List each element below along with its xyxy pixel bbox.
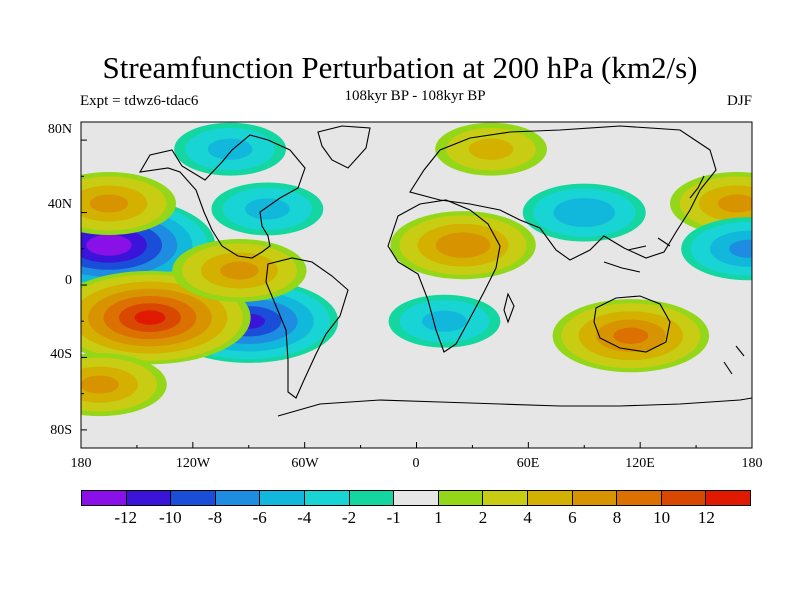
colorbar <box>81 490 751 506</box>
experiment-label: Expt = tdwz6-tdac6 <box>80 93 199 109</box>
colorbar-label: -12 <box>114 508 137 527</box>
lon-label-180w: 180 <box>70 456 92 471</box>
lat-label-80n: 80N <box>47 122 72 137</box>
map-subtitle: 108kyr BP - 108kyr BP <box>344 88 486 104</box>
colorbar-label: -10 <box>158 508 182 527</box>
colorbar-label: 1 <box>434 508 443 527</box>
colorbar-swatch <box>82 491 127 505</box>
coastline-antarctica <box>277 397 752 417</box>
colorbar-swatch <box>260 491 305 505</box>
contour-band <box>468 138 514 160</box>
anomaly-center <box>390 211 536 280</box>
coastline-new-zealand <box>723 345 745 375</box>
colorbar-label: 10 <box>653 508 671 527</box>
colorbar-swatch <box>483 491 528 505</box>
colorbar-label: -6 <box>252 508 267 527</box>
lon-label-120e: 120E <box>625 456 655 471</box>
colorbar-label: 8 <box>612 508 622 527</box>
anomaly-center <box>552 299 710 373</box>
anomaly-center <box>172 238 307 303</box>
coastline-north-america <box>138 134 306 259</box>
contour-band <box>86 234 132 256</box>
colorbar-label: -2 <box>341 508 357 527</box>
contour-band <box>422 310 467 332</box>
colorbar-label: 4 <box>523 508 532 527</box>
season-label: DJF <box>726 93 752 109</box>
lon-label-0: 0 <box>412 456 420 471</box>
anomaly-center <box>174 122 287 176</box>
colorbar-label: 6 <box>568 508 577 527</box>
contour-field <box>81 122 752 417</box>
colorbar-swatch <box>215 491 261 505</box>
coastline-australia <box>593 295 671 353</box>
contour-band <box>134 310 166 325</box>
coastlines <box>138 125 752 417</box>
contour-band <box>245 198 290 220</box>
colorbar-label: -1 <box>386 508 401 527</box>
colorbar-label: 12 <box>697 508 715 527</box>
axis-ticks <box>80 139 753 448</box>
contour-band <box>717 194 752 213</box>
colorbar-swatch <box>349 491 395 505</box>
contour-band <box>553 198 616 228</box>
coastline-south-america <box>265 257 349 399</box>
coastline-madagascar <box>503 292 515 324</box>
colorbar-label: -4 <box>297 508 312 527</box>
colorbar-label: 2 <box>478 508 488 527</box>
contour-band <box>613 327 649 344</box>
coastline-maritime-continent <box>603 237 671 273</box>
contour-band <box>89 194 129 213</box>
contour-band <box>220 261 259 280</box>
lat-label-eq: 0 <box>65 273 72 288</box>
coastline-eurasia <box>409 125 717 261</box>
contour-band <box>81 375 119 394</box>
anomaly-center <box>81 353 167 417</box>
contour-band <box>207 138 253 160</box>
coastline-greenland <box>317 125 371 169</box>
lon-label-120w: 120W <box>175 456 211 471</box>
colorbar-swatch <box>394 491 439 505</box>
contour-band <box>435 232 491 258</box>
lon-label-60w: 60W <box>291 456 319 471</box>
colorbar-swatch <box>527 491 573 505</box>
colorbar-swatch <box>572 491 618 505</box>
coastline-japan <box>689 175 705 199</box>
anomaly-center <box>388 294 501 348</box>
map-plot <box>80 121 753 449</box>
coastline-europe-africa <box>387 199 501 353</box>
colorbar-swatch <box>304 491 350 505</box>
lat-label-80s: 80S <box>50 423 72 438</box>
anomaly-center <box>81 171 177 236</box>
map-title: Streamfunction Perturbation at 200 hPa (… <box>102 50 698 85</box>
colorbar-label: -8 <box>207 508 223 527</box>
anomaly-center <box>681 217 752 281</box>
colorbar-swatch <box>171 491 216 505</box>
colorbar-swatch <box>706 491 750 505</box>
lat-label-40n: 40N <box>47 197 72 212</box>
colorbar-swatch <box>617 491 662 505</box>
anomaly-center <box>522 183 646 242</box>
anomaly-center <box>211 182 324 236</box>
colorbar-swatch <box>661 491 707 505</box>
lat-label-40s: 40S <box>50 347 72 362</box>
lon-label-180e: 180 <box>741 456 763 471</box>
lon-label-60e: 60E <box>516 456 540 471</box>
contour-band <box>729 239 752 258</box>
colorbar-swatch <box>438 491 484 505</box>
colorbar-swatch <box>126 491 172 505</box>
